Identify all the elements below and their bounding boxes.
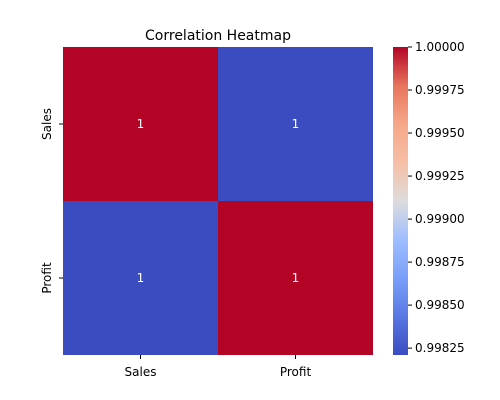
- cell-annotation: 1: [137, 271, 145, 285]
- colorbar-tick-label: 0.99825: [415, 341, 465, 355]
- colorbar-axis: 0.99825 0.99850 0.99875 0.99900 0.99925 0.999…: [408, 40, 465, 355]
- heatmap-cell-sales-sales: [63, 47, 218, 201]
- cell-annotation: 1: [292, 117, 300, 131]
- cell-annotation: 1: [292, 271, 300, 285]
- colorbar-tick-label: 0.99925: [415, 169, 465, 183]
- colorbar-tick-label: 0.99850: [415, 298, 465, 312]
- colorbar-tick-label: 1.00000: [415, 40, 465, 54]
- colorbar-tick-label: 0.99950: [415, 126, 465, 140]
- heatmap-cells: [63, 47, 373, 355]
- colorbar-tick-label: 0.99975: [415, 83, 465, 97]
- chart-title: Correlation Heatmap: [145, 28, 291, 44]
- heatmap-annotations: 1 1 1 1: [137, 117, 300, 285]
- y-tick-label: Profit: [40, 262, 54, 294]
- y-axis: Sales Profit: [40, 108, 63, 294]
- heatmap-cell-sales-profit: [218, 47, 373, 201]
- x-tick-label: Profit: [280, 365, 312, 379]
- y-tick-label: Sales: [40, 108, 54, 140]
- x-axis: Sales Profit: [125, 355, 312, 379]
- colorbar-tick-label: 0.99900: [415, 212, 465, 226]
- heatmap-cell-profit-profit: [218, 201, 373, 355]
- cell-annotation: 1: [137, 117, 145, 131]
- colorbar-tick-label: 0.99875: [415, 255, 465, 269]
- x-tick-label: Sales: [125, 365, 157, 379]
- colorbar: [393, 47, 408, 355]
- heatmap-cell-profit-sales: [63, 201, 218, 355]
